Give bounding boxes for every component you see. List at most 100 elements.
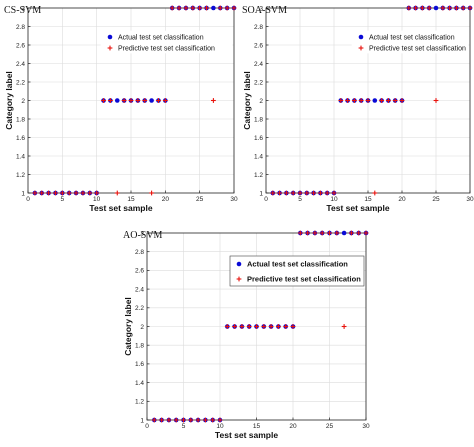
data-point-predicted	[319, 230, 325, 236]
chart-title: CS-SVM	[4, 5, 41, 16]
y-tick-label: 3	[259, 5, 263, 12]
data-point-predicted	[356, 230, 362, 236]
x-tick-label: 10	[93, 196, 101, 203]
data-point-predicted	[392, 98, 398, 103]
data-point-predicted	[188, 417, 194, 423]
x-tick-label: 10	[216, 423, 224, 430]
data-point-predicted	[276, 324, 281, 329]
x-axis-label: Test set sample	[215, 430, 278, 440]
data-point-predicted	[210, 417, 216, 423]
data-point-predicted	[169, 5, 175, 11]
x-tick-label: 0	[264, 196, 268, 203]
data-point-predicted	[406, 5, 412, 11]
y-tick-label: 1.2	[135, 399, 144, 406]
legend-marker-actual	[236, 261, 242, 267]
data-point-predicted	[420, 5, 425, 11]
data-point-predicted	[162, 98, 168, 103]
data-point-predicted	[142, 98, 148, 103]
data-point-predicted	[46, 190, 51, 196]
legend: Actual test set classification Predictive…	[229, 255, 365, 287]
y-tick-label: 2.6	[254, 42, 263, 49]
data-point-predicted	[224, 5, 230, 11]
data-point-predicted	[166, 417, 172, 423]
data-point-predicted	[73, 190, 79, 196]
data-point-predicted	[426, 5, 432, 11]
y-tick-label: 3	[21, 5, 25, 12]
y-tick-label: 1.4	[135, 380, 144, 387]
data-point-predicted	[239, 324, 245, 329]
data-point-predicted	[447, 5, 452, 11]
y-tick-label: 1.8	[16, 116, 25, 123]
data-point-predicted	[363, 230, 369, 236]
legend-label: Predictive test set classification	[369, 46, 466, 53]
data-point-actual	[341, 230, 347, 236]
data-point-predicted	[173, 417, 179, 423]
data-point-predicted	[358, 98, 364, 103]
x-tick-label: 5	[61, 196, 65, 203]
data-point-predicted	[345, 98, 350, 103]
data-point-predicted	[176, 5, 182, 11]
x-tick-label: 20	[398, 196, 406, 203]
data-point-predicted	[135, 98, 141, 103]
data-point-predicted	[203, 417, 208, 423]
data-point-predicted	[217, 5, 223, 11]
data-point-predicted	[159, 417, 164, 423]
data-point-predicted	[80, 190, 86, 196]
data-point-predicted	[254, 324, 259, 329]
data-point-predicted	[149, 190, 154, 196]
data-point-predicted	[151, 417, 157, 423]
data-point-predicted	[341, 324, 347, 329]
data-point-predicted	[232, 324, 237, 329]
data-point-predicted	[352, 98, 357, 103]
data-point-predicted	[108, 98, 113, 103]
data-point-predicted	[217, 417, 223, 423]
data-point-predicted	[181, 417, 186, 423]
data-point-predicted	[338, 98, 344, 103]
legend-marker-actual	[107, 34, 113, 40]
x-tick-label: 15	[253, 423, 261, 430]
x-tick-label: 5	[298, 196, 302, 203]
y-tick-label: 3	[140, 230, 144, 237]
data-point-actual	[211, 5, 216, 11]
y-tick-label: 2.2	[16, 79, 25, 86]
data-point-predicted	[318, 190, 323, 196]
legend-label: Predictive test set classification	[118, 46, 215, 53]
data-point-predicted	[460, 5, 466, 11]
data-point-actual	[433, 5, 439, 11]
legend-label: Actual test set classification	[369, 35, 455, 42]
legend-box	[229, 255, 365, 287]
y-tick-label: 2.8	[135, 249, 144, 256]
x-tick-label: 25	[432, 196, 440, 203]
y-tick-label: 2.4	[16, 61, 25, 68]
data-point-predicted	[101, 98, 106, 103]
data-point-predicted	[66, 190, 72, 196]
data-point-predicted	[365, 98, 371, 103]
y-tick-label: 1.6	[254, 135, 263, 142]
y-axis-label: Category label	[242, 71, 252, 130]
y-tick-label: 1.2	[254, 172, 263, 179]
data-point-predicted	[277, 190, 282, 196]
data-point-predicted	[283, 324, 289, 329]
series-predicted	[270, 5, 473, 196]
y-tick-label: 2.8	[16, 24, 25, 31]
x-tick-label: 25	[326, 423, 334, 430]
data-point-predicted	[290, 324, 296, 329]
legend-box	[351, 30, 469, 54]
data-point-actual	[149, 98, 154, 103]
legend-label: Actual test set classification	[118, 35, 204, 42]
data-point-predicted	[94, 190, 100, 196]
data-point-predicted	[467, 5, 473, 11]
data-point-predicted	[39, 190, 45, 196]
x-tick-label: 5	[182, 423, 186, 430]
data-point-predicted	[305, 230, 310, 236]
data-point-predicted	[334, 230, 340, 236]
legend-box	[100, 30, 233, 54]
data-point-predicted	[183, 5, 189, 11]
y-axis-label: Category label	[123, 297, 133, 356]
data-point-predicted	[372, 190, 378, 196]
data-point-predicted	[311, 190, 316, 196]
data-point-predicted	[379, 98, 384, 103]
data-point-predicted	[413, 5, 418, 11]
data-point-predicted	[386, 98, 391, 103]
x-tick-label: 0	[26, 196, 30, 203]
